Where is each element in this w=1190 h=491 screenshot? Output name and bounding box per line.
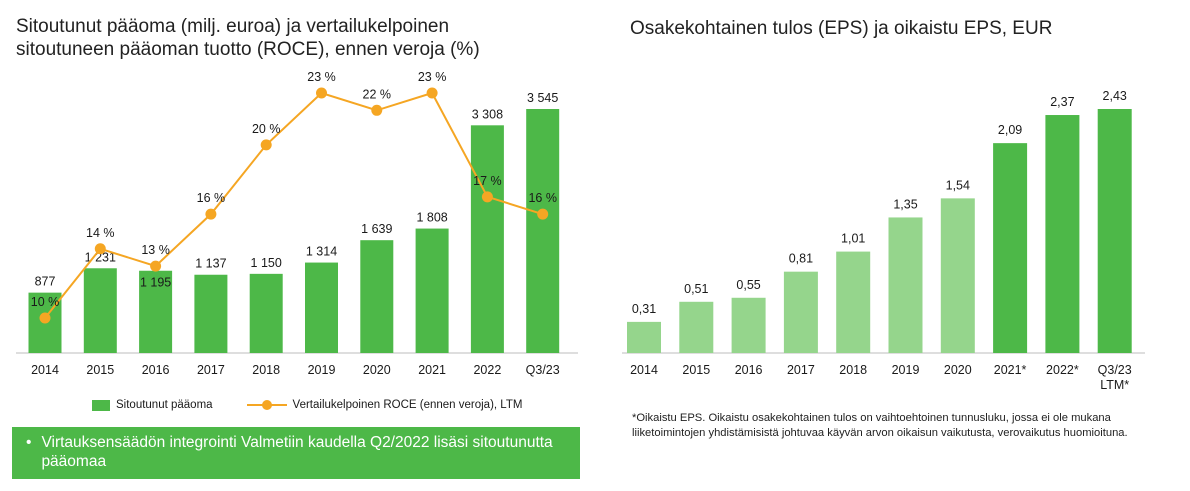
note-text: Virtauksensäädön integrointi Valmetiin k…	[41, 434, 553, 470]
x-tick-label: 2016	[735, 363, 763, 377]
roce-point	[39, 312, 51, 324]
eps-bar-label: 0,31	[632, 302, 656, 316]
capital-bar-label: 1 314	[306, 245, 337, 259]
roce-label: 13 %	[141, 243, 170, 257]
note-bullet: •	[26, 434, 32, 451]
x-tick-label: 2015	[86, 363, 114, 377]
x-tick-label: 2020	[363, 363, 391, 377]
eps-bar	[679, 301, 714, 353]
left-title-line2: sitoutuneen pääoman tuotto (ROCE), ennen…	[16, 39, 480, 60]
eps-bar	[940, 198, 975, 353]
x-tick-label: 2014	[630, 363, 658, 377]
roce-label: 17 %	[473, 174, 502, 188]
roce-point	[371, 104, 383, 116]
capital-bar-label: 1 639	[361, 222, 392, 236]
x-tick-label: 2017	[787, 363, 815, 377]
x-tick-label: 2020	[944, 363, 972, 377]
roce-label: 16 %	[197, 191, 226, 205]
capital-bar	[139, 270, 173, 353]
eps-bar-label: 1,54	[946, 178, 970, 192]
capital-bar	[249, 273, 283, 353]
capital-bar	[305, 262, 338, 353]
legend-bar-swatch	[92, 399, 110, 411]
left-title-line1: Sitoutunut pääoma (milj. euroa) ja verta…	[16, 16, 450, 37]
x-tick-label: 2022*	[1046, 363, 1079, 377]
roce-point	[426, 87, 438, 99]
left-chart-title: Sitoutunut pääoma (milj. euroa) ja verta…	[16, 15, 576, 61]
capital-bar-label: 1 195	[140, 276, 171, 290]
eps-bar	[1045, 115, 1080, 353]
eps-bar	[731, 297, 766, 353]
x-tick-label: 2021	[418, 363, 446, 377]
legend-line-swatch	[246, 399, 287, 411]
roce-label: 22 %	[363, 87, 392, 101]
capital-bar	[526, 109, 560, 353]
legend-bar-label: Sitoutunut pääoma	[116, 399, 213, 411]
roce-label: 14 %	[86, 226, 115, 240]
eps-bar-label: 1,01	[841, 232, 865, 246]
eps-chart: 0,31 2014 0,51 2015 0,55 2016 0,81 2017 1,01 2018…	[622, 89, 1145, 392]
x-tick-label: 2016	[142, 363, 170, 377]
legend-line-label: Vertailukelpoinen ROCE (ennen veroja), L…	[292, 399, 523, 411]
capital-bar-label: 1 231	[85, 250, 116, 264]
eps-bar-label: 2,09	[998, 123, 1022, 137]
capital-bar-label: 1 150	[251, 256, 282, 270]
roce-label: 10 %	[31, 295, 60, 309]
x-tick-label: Q3/23	[526, 363, 560, 377]
roce-line	[44, 91, 543, 319]
roce-point	[537, 208, 549, 220]
eps-bar-label: 2,37	[1050, 95, 1074, 109]
x-tick-label: 2022	[473, 363, 501, 377]
capital-bar-label: 3 545	[527, 91, 558, 105]
capital-bar	[470, 125, 504, 353]
roce-point	[94, 243, 106, 255]
eps-bar-label: 2,43	[1103, 89, 1127, 103]
capital-bar	[415, 228, 449, 353]
capital-bar	[83, 268, 117, 353]
eps-bar	[993, 143, 1028, 353]
x-tick-label: 2014	[31, 363, 59, 377]
capital-bar-label: 1 137	[195, 257, 226, 271]
eps-bar-label: 1,35	[893, 197, 917, 211]
x-tick-label: 2018	[839, 363, 867, 377]
x-tick-label: 2019	[892, 363, 920, 377]
eps-bar-label: 0,81	[789, 252, 813, 266]
roce-label: 20 %	[252, 122, 281, 136]
x-tick-label: LTM*	[1100, 378, 1129, 392]
x-tick-label: 2017	[197, 363, 225, 377]
roce-label: 16 %	[528, 191, 557, 205]
capital-bar-label: 877	[35, 275, 56, 289]
integration-note: • Virtauksensäädön integrointi Valmetiin…	[12, 427, 580, 479]
capital-bar	[194, 274, 228, 353]
x-tick-label: 2019	[308, 363, 336, 377]
roce-label: 23 %	[307, 70, 336, 84]
capital-roce-chart: 877 2014 1 231 2015 1 195 2016 1 137 2017 1 150 2…	[16, 70, 578, 377]
eps-bar-label: 0,51	[684, 282, 708, 296]
eps-bar-label: 0,55	[736, 278, 760, 292]
roce-point	[205, 208, 217, 220]
x-tick-label: 2021*	[994, 363, 1027, 377]
x-tick-label: Q3/23	[1098, 363, 1132, 377]
roce-point	[150, 260, 162, 272]
eps-bar	[1097, 109, 1132, 353]
capital-bar	[360, 240, 394, 353]
x-tick-label: 2015	[682, 363, 710, 377]
eps-bar	[783, 271, 818, 353]
roce-point	[260, 139, 272, 151]
eps-bar	[836, 251, 871, 353]
capital-bar-label: 3 308	[472, 107, 503, 121]
eps-bar	[627, 321, 661, 353]
x-tick-label: 2018	[252, 363, 280, 377]
roce-point	[316, 87, 327, 99]
eps-bar	[888, 217, 923, 353]
eps-footnote: *Oikaistu EPS. Oikaistu osakekohtainen t…	[632, 412, 1128, 439]
roce-label: 23 %	[418, 70, 447, 84]
capital-bar-label: 1 808	[416, 211, 447, 225]
right-chart-title: Osakekohtainen tulos (EPS) ja oikaistu E…	[630, 18, 1053, 39]
roce-point	[481, 191, 493, 203]
left-legend: Sitoutunut pääoma Vertailukelpoinen ROCE…	[92, 399, 522, 411]
